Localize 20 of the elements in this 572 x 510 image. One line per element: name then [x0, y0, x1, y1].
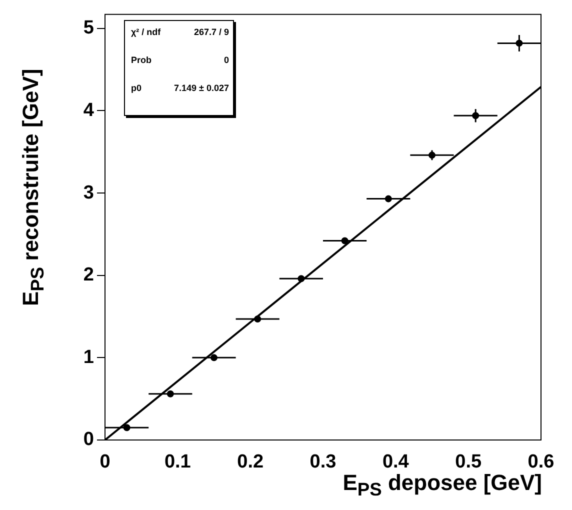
x-tick-label: 0.6 [528, 452, 554, 473]
x-tick-label: 0 [100, 452, 110, 473]
annotation: 267.7 / 9 [194, 27, 229, 39]
annotation: 7.149 ± 0.027 [174, 83, 229, 95]
x-tick-label: 0.3 [310, 452, 336, 473]
x-tick-label: 0.5 [455, 452, 482, 473]
y-tick-label: 5 [83, 18, 94, 39]
annotation: χ² / ndf [131, 27, 161, 39]
annotation: p0 [131, 83, 142, 95]
y-tick-label: 0 [83, 429, 94, 450]
x-axis-title: E$_{PS}$ deposee [GeV] [342, 470, 542, 500]
annotation: 0 [224, 55, 229, 67]
x-tick-label: 0.1 [164, 452, 192, 473]
y-tick-label: 2 [83, 264, 94, 286]
x-tick-label: 0.2 [237, 452, 264, 473]
y-tick-label: 1 [83, 346, 94, 368]
y-tick-label: 4 [83, 100, 94, 121]
x-tick-label: 0.4 [382, 452, 410, 473]
y-tick-label: 3 [83, 182, 94, 204]
annotation: Prob [131, 55, 152, 67]
